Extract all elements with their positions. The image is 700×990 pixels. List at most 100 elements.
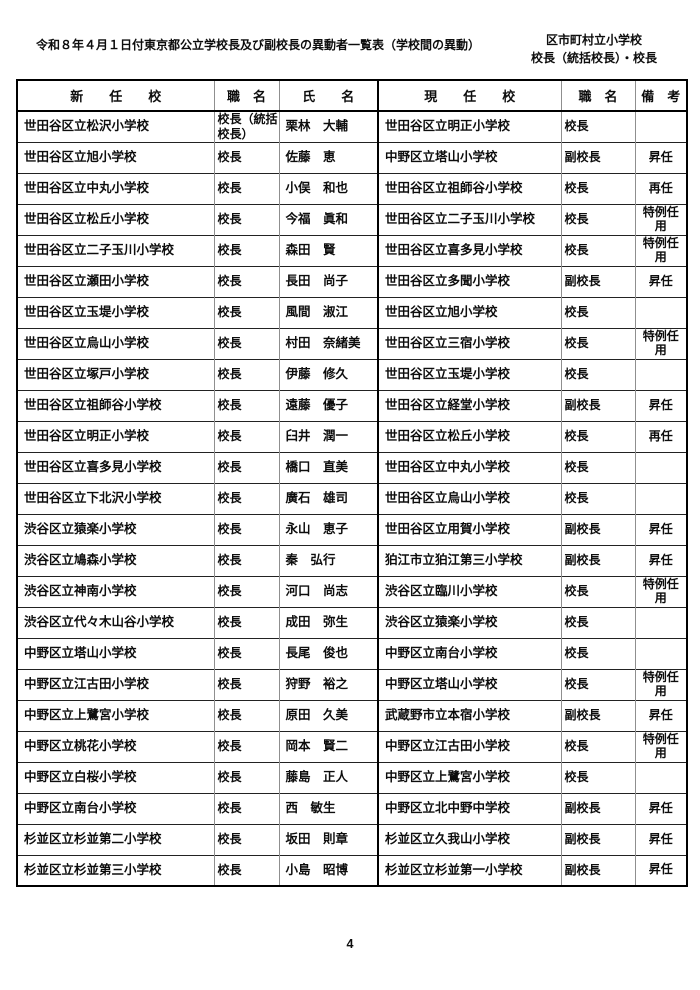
cell-new-title: 校長 — [213, 792, 279, 824]
cell-current-school: 武蔵野市立本宿小学校 — [377, 699, 561, 731]
cell-new-title: 校長 — [213, 420, 279, 452]
cell-new-title: 校長 — [213, 668, 279, 700]
table-row: 世田谷区立祖師谷小学校 校長 遠藤 優子 世田谷区立経堂小学校 副校長 昇任 — [17, 389, 687, 421]
cell-note — [634, 296, 687, 328]
cell-current-title: 副校長 — [560, 544, 635, 576]
cell-current-school: 世田谷区立松丘小学校 — [377, 420, 561, 452]
cell-name: 成田 弥生 — [278, 606, 378, 638]
cell-current-title: 校長 — [560, 575, 635, 607]
cell-note — [634, 761, 687, 793]
cell-new-school: 中野区立上鷺宮小学校 — [17, 699, 214, 731]
category-label-line2: 校長（統括校長）・校長 — [530, 51, 657, 65]
cell-current-title: 校長 — [560, 296, 635, 328]
cell-name: 永山 恵子 — [278, 513, 378, 545]
cell-current-title: 副校長 — [560, 513, 635, 545]
cell-name: 西 敏生 — [278, 792, 378, 824]
cell-new-title: 校長 — [213, 141, 279, 173]
cell-current-school: 中野区立上鷺宮小学校 — [377, 761, 561, 793]
cell-new-title: 校長 — [213, 203, 279, 235]
cell-name: 坂田 則章 — [278, 823, 378, 855]
cell-new-title: 校長 — [213, 699, 279, 731]
cell-new-school: 杉並区立杉並第二小学校 — [17, 823, 214, 855]
header-name: 氏 名 — [278, 80, 378, 112]
cell-new-school: 世田谷区立松沢小学校 — [17, 110, 214, 142]
cell-current-title: 校長 — [560, 172, 635, 204]
table-row: 世田谷区立松沢小学校 校長（統括校長） 栗林 大輔 世田谷区立明正小学校 校長 — [17, 110, 687, 142]
cell-new-school: 世田谷区立松丘小学校 — [17, 203, 214, 235]
cell-current-school: 狛江市立狛江第三小学校 — [377, 544, 561, 576]
cell-name: 原田 久美 — [278, 699, 378, 731]
table-row: 中野区立江古田小学校 校長 狩野 裕之 中野区立塔山小学校 校長 特例任用 — [17, 668, 687, 700]
cell-new-school: 世田谷区立明正小学校 — [17, 420, 214, 452]
cell-current-title: 校長 — [560, 327, 635, 359]
table-body: 世田谷区立松沢小学校 校長（統括校長） 栗林 大輔 世田谷区立明正小学校 校長 … — [17, 110, 687, 886]
cell-new-title: 校長 — [213, 296, 279, 328]
cell-new-school: 世田谷区立玉堤小学校 — [17, 296, 214, 328]
cell-note — [634, 451, 687, 483]
table-row: 世田谷区立塚戸小学校 校長 伊藤 修久 世田谷区立玉堤小学校 校長 — [17, 358, 687, 390]
cell-note: 昇任 — [634, 141, 687, 173]
cell-new-school: 世田谷区立塚戸小学校 — [17, 358, 214, 390]
cell-note: 昇任 — [634, 544, 687, 576]
table-row: 渋谷区立神南小学校 校長 河口 尚志 渋谷区立臨川小学校 校長 特例任用 — [17, 575, 687, 607]
cell-note: 特例任用 — [634, 203, 687, 235]
cell-name: 秦 弘行 — [278, 544, 378, 576]
table-row: 世田谷区立松丘小学校 校長 今福 眞和 世田谷区立二子玉川小学校 校長 特例任用 — [17, 203, 687, 235]
cell-new-school: 世田谷区立烏山小学校 — [17, 327, 214, 359]
cell-new-title: 校長 — [213, 854, 279, 886]
category-label: 区市町村立小学校 校長（統括校長）・校長 — [515, 31, 673, 67]
header-new-title: 職 名 — [213, 80, 279, 112]
table-row: 世田谷区立旭小学校 校長 佐藤 恵 中野区立塔山小学校 副校長 昇任 — [17, 141, 687, 173]
cell-current-school: 渋谷区立臨川小学校 — [377, 575, 561, 607]
header-row: 新 任 校 職 名 氏 名 現 任 校 職 名 備 考 — [17, 80, 687, 112]
cell-name: 長田 尚子 — [278, 265, 378, 297]
cell-new-title: 校長 — [213, 606, 279, 638]
cell-current-school: 中野区立塔山小学校 — [377, 668, 561, 700]
cell-name: 橋口 直美 — [278, 451, 378, 483]
cell-new-school: 中野区立白桜小学校 — [17, 761, 214, 793]
cell-current-school: 中野区立江古田小学校 — [377, 730, 561, 762]
page-number: 4 — [346, 937, 354, 951]
cell-current-title: 校長 — [560, 234, 635, 266]
cell-note: 昇任 — [634, 792, 687, 824]
document-title: 令和８年４月１日付東京都公立学校長及び副校長の異動者一覧表（学校間の異動） — [35, 38, 480, 52]
header-new-school: 新 任 校 — [17, 80, 214, 112]
cell-current-school: 世田谷区立経堂小学校 — [377, 389, 561, 421]
cell-note — [634, 110, 687, 142]
cell-name: 長尾 俊也 — [278, 637, 378, 669]
cell-new-school: 中野区立塔山小学校 — [17, 637, 214, 669]
header-current-title: 職 名 — [560, 80, 635, 112]
cell-new-school: 渋谷区立鳩森小学校 — [17, 544, 214, 576]
cell-note: 特例任用 — [634, 327, 687, 359]
cell-new-title: 校長 — [213, 637, 279, 669]
cell-current-school: 世田谷区立中丸小学校 — [377, 451, 561, 483]
cell-note: 特例任用 — [634, 575, 687, 607]
cell-current-school: 世田谷区立三宿小学校 — [377, 327, 561, 359]
cell-new-title: 校長 — [213, 327, 279, 359]
table-row: 世田谷区立玉堤小学校 校長 風間 淑江 世田谷区立旭小学校 校長 — [17, 296, 687, 328]
cell-new-school: 杉並区立杉並第三小学校 — [17, 854, 214, 886]
cell-note: 昇任 — [634, 513, 687, 545]
cell-name: 風間 淑江 — [278, 296, 378, 328]
cell-new-school: 世田谷区立祖師谷小学校 — [17, 389, 214, 421]
cell-current-school: 世田谷区立烏山小学校 — [377, 482, 561, 514]
cell-current-title: 校長 — [560, 761, 635, 793]
cell-name: 伊藤 修久 — [278, 358, 378, 390]
cell-current-title: 校長 — [560, 110, 635, 142]
cell-current-school: 世田谷区立旭小学校 — [377, 296, 561, 328]
cell-current-school: 世田谷区立多聞小学校 — [377, 265, 561, 297]
cell-note: 昇任 — [634, 265, 687, 297]
cell-current-school: 世田谷区立明正小学校 — [377, 110, 561, 142]
cell-current-title: 校長 — [560, 451, 635, 483]
table-row: 中野区立塔山小学校 校長 長尾 俊也 中野区立南台小学校 校長 — [17, 637, 687, 669]
cell-current-title: 副校長 — [560, 823, 635, 855]
cell-note: 昇任 — [634, 389, 687, 421]
cell-new-title: 校長 — [213, 761, 279, 793]
cell-note: 再任 — [634, 172, 687, 204]
cell-current-school: 杉並区立久我山小学校 — [377, 823, 561, 855]
cell-current-school: 世田谷区立二子玉川小学校 — [377, 203, 561, 235]
cell-name: 今福 眞和 — [278, 203, 378, 235]
table-row: 杉並区立杉並第三小学校 校長 小島 昭博 杉並区立杉並第一小学校 副校長 昇任 — [17, 854, 687, 886]
cell-current-school: 世田谷区立祖師谷小学校 — [377, 172, 561, 204]
cell-current-school: 世田谷区立玉堤小学校 — [377, 358, 561, 390]
